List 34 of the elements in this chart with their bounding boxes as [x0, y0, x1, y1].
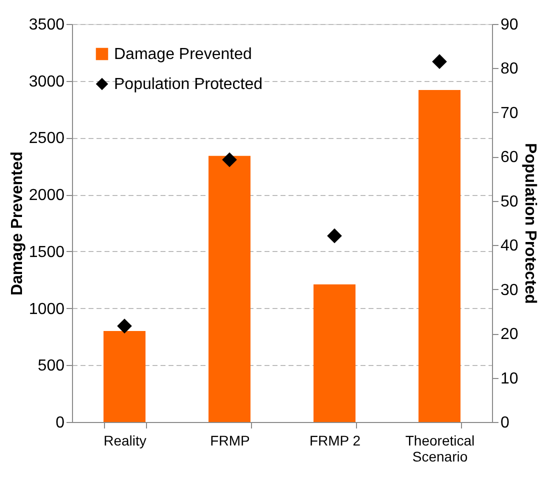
legend-label: Population Protected [114, 76, 263, 93]
point [327, 228, 342, 244]
y2-tick-label: 80 [500, 60, 518, 78]
y-tick-label: 3000 [28, 73, 65, 90]
bar [418, 90, 460, 422]
x-tick-label: Theoretical Scenario [405, 432, 475, 464]
bar [104, 331, 146, 422]
y-tick-label: 1500 [28, 244, 65, 261]
y2-tick-label: 70 [500, 104, 518, 122]
y2-tick-label: 10 [500, 370, 518, 388]
y2-tick-label: 30 [500, 282, 518, 299]
y2-tick-label: 40 [500, 238, 518, 255]
x-tick-label: FRMP [210, 432, 250, 448]
y-axis-title: Damage Prevented [8, 151, 26, 296]
y2-tick-label: 90 [500, 16, 518, 34]
y-tick-label: 0 [56, 414, 65, 432]
point [222, 152, 237, 168]
y2-axis-title: Population Protected [521, 143, 538, 304]
y-tick-label: 1000 [28, 300, 65, 318]
y2-tick-label: 60 [500, 149, 518, 166]
y2-tick-label: 0 [500, 414, 510, 432]
y-tick-label: 500 [38, 358, 65, 375]
x-tick-label: Reality [104, 432, 146, 448]
y2-tick-label: 50 [500, 193, 518, 210]
point [432, 54, 447, 70]
y-tick-label: 2000 [28, 187, 65, 204]
y-tick-label: 2500 [28, 130, 65, 148]
legend-label: Damage Prevented [114, 46, 252, 63]
point [117, 318, 132, 334]
bar [314, 284, 356, 422]
x-tick-label: FRMP 2 [309, 432, 361, 448]
bar [208, 156, 250, 422]
y-tick-label: 3500 [28, 16, 65, 34]
y2-tick-label: 20 [500, 326, 518, 344]
